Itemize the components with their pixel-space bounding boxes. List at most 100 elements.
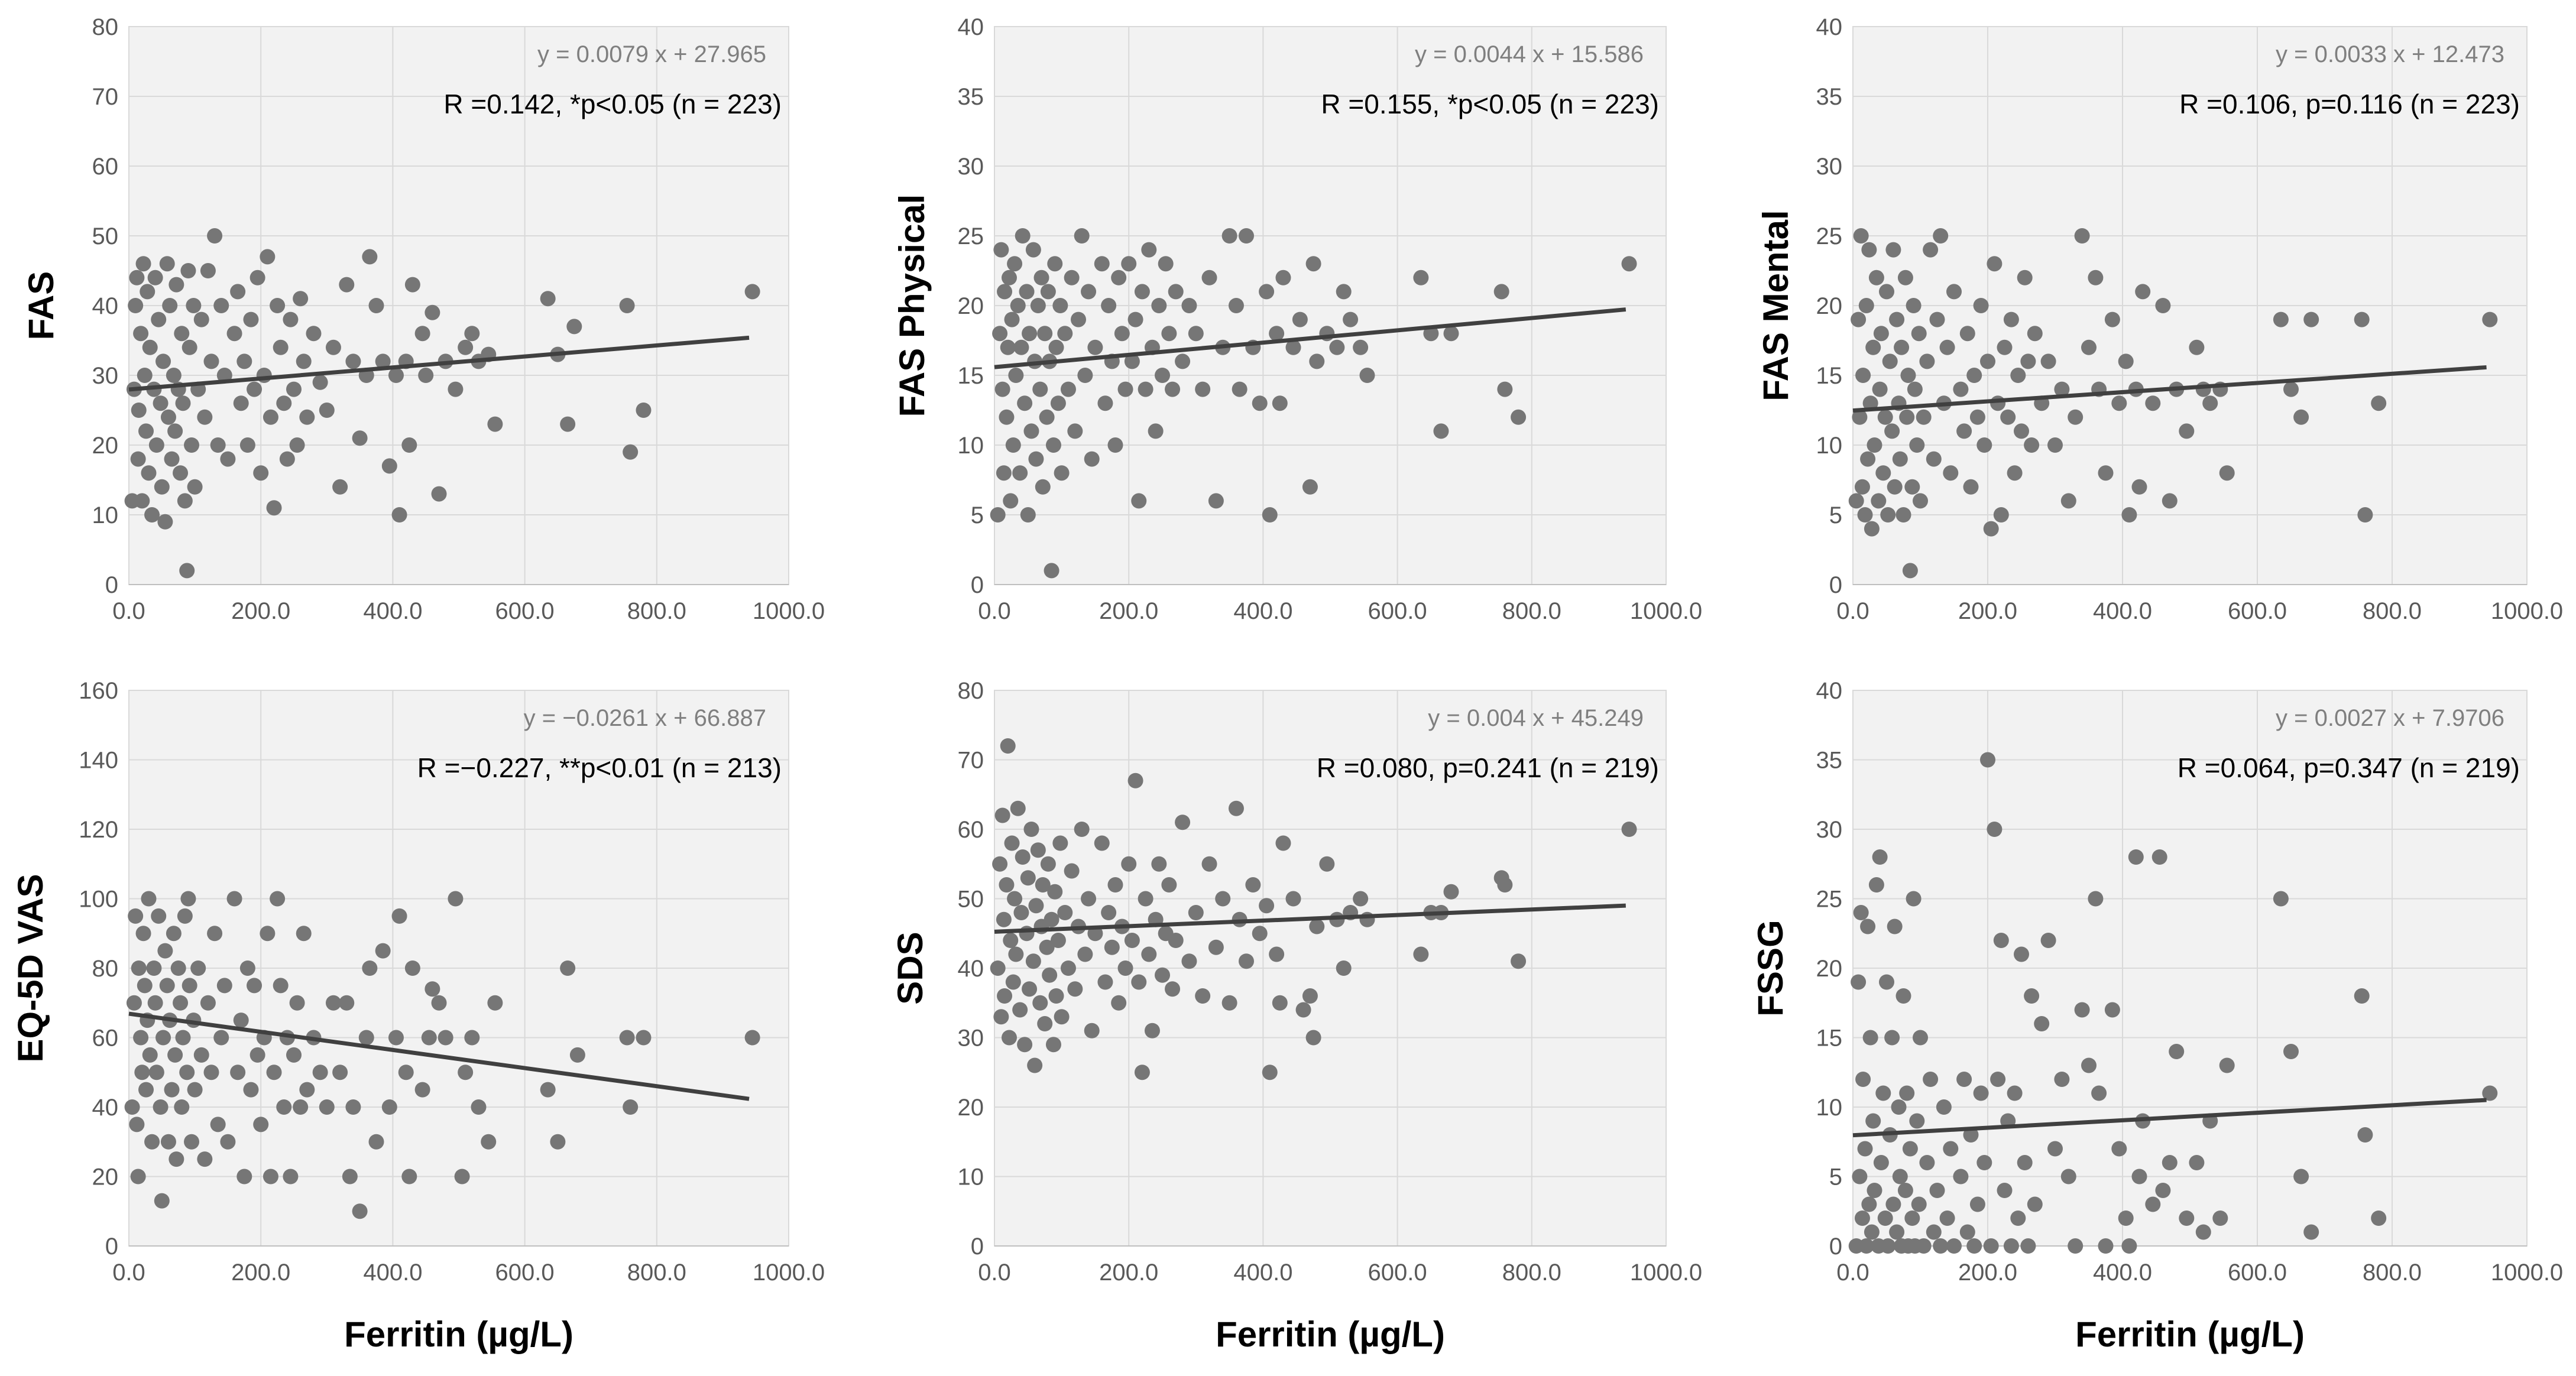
data-point	[325, 995, 341, 1011]
data-point	[2371, 1211, 2387, 1226]
x-tick-label: 1000.0	[1630, 598, 1702, 624]
data-point	[1943, 465, 1959, 481]
data-point	[1919, 353, 1935, 369]
data-point	[368, 1134, 384, 1150]
data-point	[2189, 339, 2205, 355]
data-point	[2047, 1141, 2063, 1157]
correlation-stats: R =0.064, p=0.347 (n = 219)	[2178, 752, 2520, 783]
x-tick-label: 400.0	[1233, 1260, 1292, 1286]
y-tick-label: 40	[958, 956, 984, 982]
data-point	[1094, 256, 1110, 272]
data-point	[345, 1099, 361, 1115]
data-point	[1873, 326, 1889, 342]
data-point	[250, 270, 265, 285]
data-point	[175, 1030, 191, 1046]
data-point	[1913, 1030, 1928, 1046]
y-axis-label: FAS	[21, 271, 61, 340]
x-tick-label: 0.0	[978, 598, 1011, 624]
data-point	[418, 368, 434, 383]
data-point	[1269, 326, 1285, 342]
data-point	[2131, 1169, 2147, 1184]
data-point	[362, 960, 378, 976]
y-tick-label: 15	[958, 363, 984, 389]
data-point	[140, 284, 155, 300]
data-point	[1028, 898, 1044, 914]
data-point	[213, 1030, 229, 1046]
data-point	[2145, 1196, 2161, 1212]
data-point	[1862, 1030, 1878, 1046]
data-point	[160, 1134, 176, 1150]
data-point	[1864, 1224, 1880, 1240]
data-point	[1511, 953, 1527, 969]
data-point	[1879, 284, 1894, 300]
data-point	[1966, 368, 1982, 383]
data-point	[155, 1030, 171, 1046]
data-point	[1022, 981, 1038, 997]
data-point	[2017, 270, 2033, 285]
data-point	[362, 249, 378, 265]
y-axis-label: FAS Physical	[892, 194, 932, 417]
x-tick-label: 200.0	[1958, 1260, 2017, 1286]
data-point	[375, 353, 391, 369]
data-point	[1956, 423, 1972, 439]
y-axis-label: EQ-5D VAS	[11, 874, 50, 1063]
data-point	[203, 353, 219, 369]
data-point	[203, 1065, 219, 1080]
data-point	[1413, 270, 1429, 285]
x-tick-label: 600.0	[1368, 1260, 1427, 1286]
data-point	[623, 444, 639, 460]
data-point	[1899, 1085, 1915, 1101]
data-point	[1855, 1072, 1871, 1087]
data-point	[151, 908, 167, 924]
x-tick-label: 600.0	[1368, 598, 1427, 624]
data-point	[1060, 381, 1076, 397]
data-point	[1144, 1023, 1160, 1039]
data-point	[2354, 311, 2370, 327]
data-point	[2104, 1002, 2120, 1018]
data-point	[193, 1047, 209, 1063]
data-point	[1895, 507, 1911, 523]
data-point	[1882, 353, 1898, 369]
data-point	[1884, 1030, 1900, 1046]
data-point	[1336, 284, 1352, 300]
data-point	[2068, 1238, 2084, 1254]
data-point	[1084, 451, 1100, 467]
y-tick-label: 5	[971, 502, 984, 528]
data-point	[174, 326, 190, 342]
data-point	[128, 298, 144, 313]
data-point	[623, 1099, 639, 1115]
data-point	[236, 1169, 252, 1184]
data-point	[2111, 395, 2127, 411]
data-point	[1074, 822, 1090, 837]
y-tick-label: 20	[92, 1164, 119, 1190]
data-point	[1904, 1211, 1920, 1226]
data-point	[1269, 946, 1285, 962]
data-point	[1413, 946, 1429, 962]
data-point	[1048, 988, 1064, 1004]
data-point	[1292, 311, 1308, 327]
data-point	[1983, 521, 1999, 537]
data-point	[375, 943, 391, 959]
trendline-equation: y = 0.004 x + 45.249	[1428, 705, 1644, 731]
data-point	[1853, 905, 1869, 920]
data-point	[253, 1117, 269, 1132]
data-point	[2024, 437, 2040, 453]
data-point	[1131, 493, 1147, 509]
data-point	[1902, 563, 1918, 579]
data-point	[1443, 884, 1459, 900]
x-tick-label: 200.0	[1099, 1260, 1158, 1286]
data-point	[1020, 507, 1036, 523]
data-point	[1124, 933, 1140, 948]
data-point	[1097, 974, 1113, 990]
data-point	[236, 353, 252, 369]
data-point	[1008, 368, 1024, 383]
data-point	[1017, 1037, 1033, 1053]
data-point	[129, 1117, 145, 1132]
data-point	[1858, 298, 1874, 313]
data-point	[2091, 1085, 2107, 1101]
y-tick-label: 25	[1816, 887, 1843, 913]
data-point	[1025, 953, 1041, 969]
data-point	[164, 451, 180, 467]
